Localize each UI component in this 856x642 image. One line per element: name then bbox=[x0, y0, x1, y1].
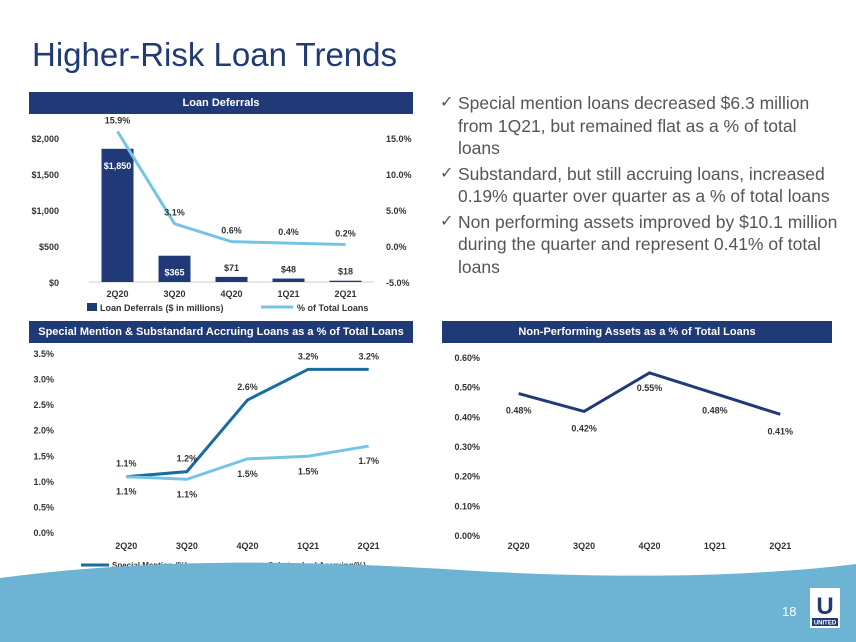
bar bbox=[272, 278, 305, 282]
line-data-label: 1.5% bbox=[237, 469, 258, 479]
line-data-label: 3.2% bbox=[298, 351, 319, 361]
y-tick-label: 0.00% bbox=[454, 531, 480, 541]
bullet-item: ✓ Non performing assets improved by $10.1… bbox=[440, 211, 838, 277]
svg-text:U: U bbox=[816, 593, 833, 620]
loan-deferrals-chart: $0 $500 $1,000 $1,500 $2,000 -5.0% 0.0% 5.0% 10.… bbox=[31, 116, 412, 313]
loan-deferrals-header: Loan Deferrals bbox=[29, 92, 413, 114]
y2-tick-label: -5.0% bbox=[386, 278, 410, 288]
bar bbox=[101, 148, 134, 282]
series-line bbox=[518, 371, 781, 416]
y-tick-label: 0.10% bbox=[454, 501, 480, 511]
x-tick-label: 2Q20 bbox=[508, 541, 530, 551]
bar bbox=[329, 280, 362, 282]
svg-text:UNITED: UNITED bbox=[814, 621, 837, 627]
y-tick-label: $2,000 bbox=[31, 134, 59, 144]
x-tick-label: 1Q21 bbox=[297, 541, 319, 551]
bar-data-label: $71 bbox=[224, 263, 239, 273]
x-tick-label: 3Q20 bbox=[176, 541, 198, 551]
bar-data-label: $365 bbox=[164, 268, 184, 278]
y-tick-label: $500 bbox=[39, 242, 59, 252]
page-title: Higher-Risk Loan Trends bbox=[32, 36, 397, 73]
line-data-label: 1.2% bbox=[177, 454, 198, 464]
special-mention-header: Special Mention & Substandard Accruing L… bbox=[29, 321, 413, 343]
line-data-label: 1.7% bbox=[358, 456, 379, 466]
bullet-list: ✓ Special mention loans decreased $6.3 mi… bbox=[440, 92, 840, 281]
y-tick-label: $1,000 bbox=[31, 206, 59, 216]
npa-chart: 0.00% 0.10% 0.20% 0.30% 0.40% 0.50% 0.60% 0.48%… bbox=[454, 353, 794, 551]
line-data-label: 1.1% bbox=[177, 489, 198, 499]
y-tick-label: 3.0% bbox=[33, 375, 54, 385]
x-tick-label: 4Q20 bbox=[220, 289, 242, 299]
line-data-label: 2.6% bbox=[237, 382, 258, 392]
y2-tick-label: 10.0% bbox=[386, 170, 412, 180]
legend-label: % of Total Loans bbox=[297, 303, 368, 313]
y2-tick-label: 15.0% bbox=[386, 134, 412, 144]
checkmark-icon: ✓ bbox=[440, 212, 454, 230]
series-line bbox=[116, 130, 346, 247]
line-data-label: 0.6% bbox=[221, 226, 242, 236]
series-line bbox=[126, 367, 369, 479]
y2-tick-label: 0.0% bbox=[386, 242, 407, 252]
legend-label: Loan Deferrals ($ in millions) bbox=[100, 303, 224, 313]
x-tick-label: 4Q20 bbox=[638, 541, 660, 551]
x-tick-label: 1Q21 bbox=[277, 289, 299, 299]
line-data-label: 1.1% bbox=[116, 487, 137, 497]
checkmark-icon: ✓ bbox=[440, 94, 454, 111]
x-tick-label: 3Q20 bbox=[163, 289, 185, 299]
line-data-label: 0.4% bbox=[278, 227, 299, 237]
line-data-label: 3.2% bbox=[358, 351, 379, 361]
x-tick-label: 2Q21 bbox=[358, 541, 380, 551]
footer-wave bbox=[0, 562, 856, 642]
line-data-label: 1.1% bbox=[116, 459, 137, 469]
bar-data-label: $18 bbox=[338, 267, 353, 277]
line-data-label: 0.48% bbox=[506, 406, 532, 416]
x-tick-label: 2Q20 bbox=[106, 289, 128, 299]
line-data-label: 0.41% bbox=[768, 426, 794, 436]
y-tick-label: 0.0% bbox=[33, 528, 54, 538]
y-tick-label: 0.50% bbox=[454, 383, 480, 393]
checkmark-icon: ✓ bbox=[440, 164, 454, 182]
y-tick-label: 0.30% bbox=[454, 442, 480, 452]
y-tick-label: 0.60% bbox=[454, 353, 480, 363]
line-data-label: 1.5% bbox=[298, 466, 319, 476]
npa-header: Non-Performing Assets as a % of Total Lo… bbox=[442, 321, 832, 343]
y-tick-label: 3.5% bbox=[33, 349, 54, 359]
line-data-label: 0.42% bbox=[571, 423, 597, 433]
x-tick-label: 1Q21 bbox=[704, 541, 726, 551]
y-tick-label: 1.0% bbox=[33, 477, 54, 487]
line-data-label: 3.1% bbox=[164, 208, 185, 218]
y-tick-label: 2.5% bbox=[33, 400, 54, 410]
y-tick-label: $0 bbox=[49, 278, 59, 288]
bullet-item: ✓ Substandard, but still accruing loans, … bbox=[440, 163, 830, 207]
line-data-label: 0.55% bbox=[637, 383, 663, 393]
united-logo: U UNITED bbox=[810, 588, 840, 628]
x-tick-label: 2Q21 bbox=[769, 541, 791, 551]
bar bbox=[215, 276, 248, 282]
y-tick-label: 0.20% bbox=[454, 472, 480, 482]
y-tick-label: 2.0% bbox=[33, 426, 54, 436]
line-data-label: 0.48% bbox=[702, 406, 728, 416]
special-mention-chart: 0.0% 0.5% 1.0% 1.5% 2.0% 2.5% 3.0% 3.5% 1.1% 1.2%… bbox=[33, 349, 380, 570]
page-number: 18 bbox=[782, 604, 797, 619]
y2-tick-label: 5.0% bbox=[386, 206, 407, 216]
bar-data-label: $48 bbox=[281, 265, 296, 275]
x-tick-label: 2Q20 bbox=[115, 541, 137, 551]
y-tick-label: 0.40% bbox=[454, 412, 480, 422]
line-data-label: 0.2% bbox=[335, 229, 356, 239]
y-tick-label: 0.5% bbox=[33, 502, 54, 512]
bar bbox=[158, 255, 191, 282]
y-tick-label: $1,500 bbox=[31, 170, 59, 180]
series-line bbox=[126, 444, 369, 481]
line-data-label: 15.9% bbox=[105, 116, 131, 126]
y-tick-label: 1.5% bbox=[33, 451, 54, 461]
bullet-item: ✓ Special mention loans decreased $6.3 mi… bbox=[440, 93, 810, 158]
x-tick-label: 2Q21 bbox=[334, 289, 356, 299]
legend-swatch-bar bbox=[87, 303, 97, 311]
x-tick-label: 3Q20 bbox=[573, 541, 595, 551]
bar-data-label: $1,850 bbox=[104, 161, 132, 171]
x-tick-label: 4Q20 bbox=[236, 541, 258, 551]
